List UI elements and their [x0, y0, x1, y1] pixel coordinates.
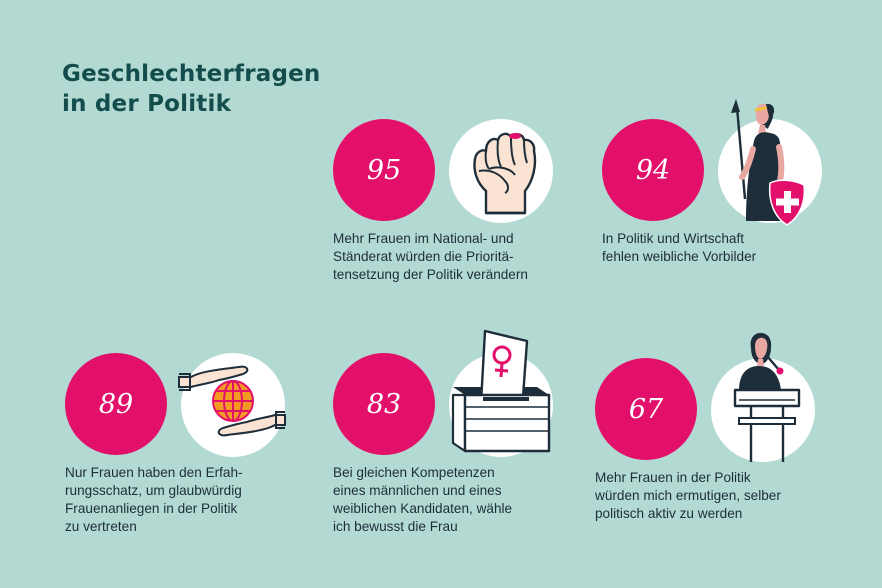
- icon-circle: [178, 353, 286, 457]
- stat-description: In Politik und Wirtschaft fehlen weiblic…: [602, 230, 862, 266]
- icon-circle: [718, 99, 822, 226]
- description-line: zu vertreten: [65, 519, 137, 534]
- description-line: In Politik und Wirtschaft: [602, 231, 745, 246]
- stat-value: 94: [602, 119, 704, 221]
- stat-description: Mehr Frauen in der Politik würden mich e…: [595, 469, 855, 523]
- description-line: Mehr Frauen im National- und: [333, 231, 514, 246]
- stat-description: Nur Frauen haben den Erfah- rungsschatz,…: [65, 464, 325, 536]
- description-line: Frauenanliegen in der Politik: [65, 501, 238, 516]
- icon-circle: [711, 332, 815, 462]
- description-line: Mehr Frauen in der Politik: [595, 470, 751, 485]
- icon-circle: [449, 119, 553, 223]
- stat-description: Bei gleichen Kompetenzen eines männliche…: [333, 464, 593, 536]
- description-line: weiblichen Kandidaten, wähle: [333, 501, 513, 516]
- helvetia-icon: [731, 99, 806, 226]
- stat-value: 83: [333, 353, 435, 455]
- description-line: Ständerat würden die Prioritä-: [333, 249, 514, 264]
- description-line: Bei gleichen Kompetenzen: [333, 465, 495, 480]
- description-line: fehlen weibliche Vorbilder: [602, 249, 757, 264]
- title-line: in der Politik: [62, 91, 232, 117]
- stat-value: 95: [333, 119, 435, 221]
- description-line: politisch aktiv zu werden: [595, 506, 743, 521]
- icon-circle: [449, 329, 553, 457]
- description-line: Nur Frauen haben den Erfah-: [65, 465, 243, 480]
- title-line: Geschlechterfragen: [62, 61, 321, 87]
- description-line: tensetzung der Politik verändern: [333, 267, 528, 282]
- speaker-podium-icon: [733, 332, 801, 462]
- stat-description: Mehr Frauen im National- und Ständerat w…: [333, 230, 593, 284]
- stat-value: 67: [595, 358, 697, 460]
- description-line: rungsschatz, um glaubwürdig: [65, 483, 242, 498]
- stat-value: 89: [65, 353, 167, 455]
- hands-globe-icon: [178, 365, 286, 437]
- ballot-box-icon: [451, 329, 551, 453]
- raised-fist-icon: [473, 132, 537, 215]
- description-line: eines männlichen und eines: [333, 483, 502, 498]
- description-line: ich bewusst die Frau: [333, 519, 458, 534]
- page-title: Geschlechterfragen in der Politik: [62, 59, 321, 119]
- description-line: würden mich ermutigen, selber: [595, 488, 781, 503]
